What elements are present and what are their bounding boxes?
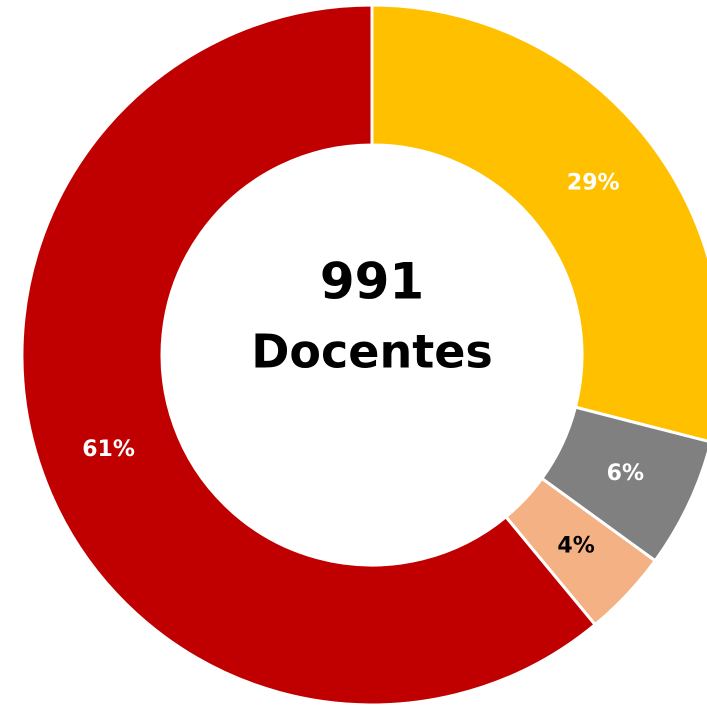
center-value: 991 [320,253,424,311]
center-label: Docentes [251,325,493,379]
data-label: 4% [557,534,594,559]
data-label: 6% [607,461,644,486]
data-label: 29% [567,170,620,195]
data-label: 61% [82,437,135,462]
donut-slice [20,3,598,705]
donut-slice [370,3,707,443]
